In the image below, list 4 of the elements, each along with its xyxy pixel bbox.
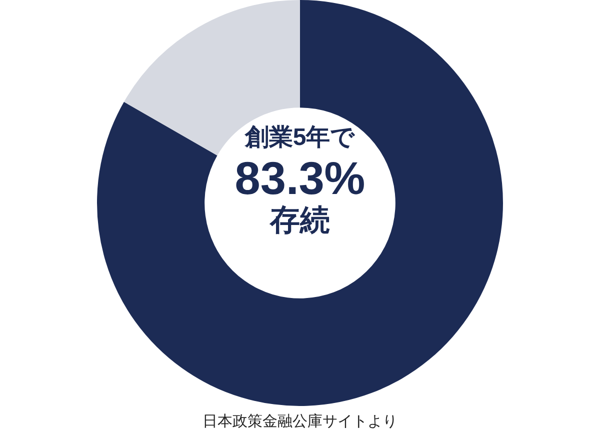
text: 83.3%	[234, 152, 366, 204]
text: 日本政策金融公庫サイトより	[202, 412, 398, 431]
text: 存続	[270, 204, 330, 239]
text: 創業5年で	[244, 124, 356, 152]
